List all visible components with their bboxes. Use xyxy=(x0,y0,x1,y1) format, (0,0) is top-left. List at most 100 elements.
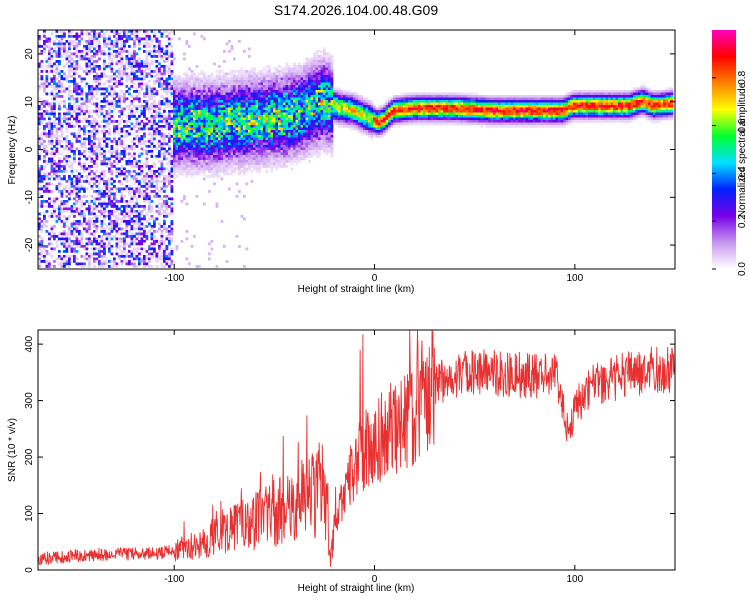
spectrogram-cell xyxy=(150,155,154,158)
spectrogram-cell xyxy=(78,137,81,141)
spectrogram-cell xyxy=(88,37,91,41)
spectrogram-cell xyxy=(233,82,236,86)
spectrogram-cell xyxy=(203,145,206,148)
spectrogram-cell xyxy=(225,167,229,171)
spectrogram-cell xyxy=(113,40,116,43)
spectrogram-cell xyxy=(175,137,179,141)
spectrogram-cell xyxy=(48,205,51,208)
spectrogram-cell xyxy=(200,125,204,128)
spectrogram-cell xyxy=(245,97,249,101)
spectrogram-cell xyxy=(145,52,149,56)
spectrogram-cell xyxy=(148,72,151,76)
spectrogram-cell xyxy=(130,55,134,58)
spectrogram-cell xyxy=(58,232,61,236)
spectrogram-cell xyxy=(80,180,84,183)
spectrogram-cell xyxy=(235,157,239,161)
spectrogram-cell xyxy=(183,162,186,166)
spectrogram-cell xyxy=(140,185,144,188)
spectrogram-cell xyxy=(53,62,56,66)
spectrogram-cell xyxy=(145,82,149,86)
spectrogram-cell xyxy=(88,85,91,88)
spectrogram-cell xyxy=(163,220,166,223)
spectrogram-cell xyxy=(180,105,184,108)
spectrogram-cell xyxy=(135,215,139,218)
spectrogram-cell xyxy=(230,150,234,153)
spectrogram-cell xyxy=(283,120,286,123)
spectrogram-cell xyxy=(198,162,201,166)
spectrogram-cell xyxy=(145,177,149,181)
spectrogram-cell xyxy=(93,232,96,236)
spectrogram-cell xyxy=(133,182,136,186)
spectrogram-cell xyxy=(65,55,69,58)
spectrogram-cell xyxy=(123,172,126,176)
spectrogram-cell xyxy=(148,95,151,98)
spectrogram-cell xyxy=(93,265,96,268)
spectrogram-cell xyxy=(173,170,176,173)
spectrogram-cell xyxy=(165,202,169,206)
spectrogram-cell xyxy=(195,135,199,138)
spectrogram-cell xyxy=(173,165,176,168)
spectrogram-cell xyxy=(85,167,89,171)
spectrogram-cell xyxy=(215,77,219,81)
spectrogram-cell xyxy=(75,185,79,188)
spectrogram-cell xyxy=(235,235,239,238)
spectrogram-cell xyxy=(233,152,236,156)
spectrogram-cell xyxy=(48,112,51,116)
spectrogram-cell xyxy=(90,140,94,143)
spectrogram-cell xyxy=(120,37,124,41)
spectrogram-cell xyxy=(118,155,121,158)
spectrogram-cell xyxy=(135,52,139,56)
spectrogram-cell xyxy=(48,70,51,73)
spectrogram-cell xyxy=(38,192,41,196)
spectrogram-cell xyxy=(103,62,106,66)
spectrogram-cell xyxy=(203,75,206,78)
spectrogram-cell xyxy=(83,227,86,231)
spectrogram-cell xyxy=(138,137,141,141)
spectrogram-cell xyxy=(233,75,236,78)
spectrogram-cell xyxy=(38,122,41,126)
spectrogram-cell xyxy=(105,117,109,121)
spectrogram-cell xyxy=(58,170,61,173)
spectrogram-cell xyxy=(70,182,74,186)
spectrogram-cell xyxy=(220,130,224,133)
spectrogram-cell xyxy=(130,242,134,246)
spectrogram-cell xyxy=(290,70,294,73)
spectrogram-cell xyxy=(63,265,66,268)
spectrogram-cell xyxy=(100,235,104,238)
spectrogram-cell xyxy=(58,182,61,186)
spectrogram-cell xyxy=(140,260,144,263)
spectrogram-cell xyxy=(203,110,206,113)
spectrogram-cell xyxy=(133,62,136,66)
spectrogram-cell xyxy=(123,35,126,38)
spectrogram-cell xyxy=(240,165,244,168)
spectrogram-cell xyxy=(145,172,149,176)
spectrogram-cell xyxy=(68,260,71,263)
spectrogram-cell xyxy=(275,140,279,143)
spectrogram-cell xyxy=(230,75,234,78)
spectrogram-cell xyxy=(43,212,46,216)
spectrogram-cell xyxy=(110,67,114,71)
spectrogram-cell xyxy=(50,170,54,173)
spectrogram-cell xyxy=(190,160,194,163)
spectrogram-cell xyxy=(58,85,61,88)
spectrogram-cell xyxy=(68,55,71,58)
spectrogram-cell xyxy=(40,200,44,203)
spectrogram-cell xyxy=(100,170,104,173)
spectrogram-cell xyxy=(88,225,91,228)
spectrogram-cell xyxy=(258,147,261,151)
spectrogram-cell xyxy=(250,162,254,166)
spectrogram-cell xyxy=(150,227,154,231)
spectrogram-cell xyxy=(188,45,191,48)
spectrogram-cell xyxy=(288,70,291,73)
spectrogram-cell xyxy=(150,132,154,136)
spectrogram-cell xyxy=(105,187,109,191)
spectrogram-cell xyxy=(73,117,76,121)
spectrogram-cell xyxy=(88,87,91,91)
spectrogram-cell xyxy=(208,190,211,193)
spectrogram-cell xyxy=(73,155,76,158)
spectrogram-cell xyxy=(155,50,159,53)
spectrogram-cell xyxy=(100,87,104,91)
spectrogram-cell xyxy=(150,257,154,261)
spectrogram-cell xyxy=(170,55,174,58)
spectrogram-cell xyxy=(165,150,169,153)
